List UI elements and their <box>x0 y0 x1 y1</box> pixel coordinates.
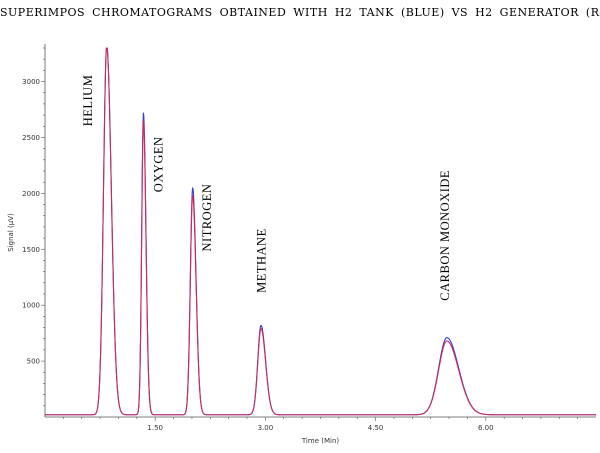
y-tick-label: 500 <box>27 358 40 366</box>
peak-label: METHANE <box>254 228 268 293</box>
peak-label: HELIUM <box>81 75 95 127</box>
series-lines <box>44 47 597 416</box>
x-tick-label: 6.00 <box>478 424 494 432</box>
x-axis-label: Time (Min) <box>301 437 340 445</box>
y-tick-label: 2000 <box>22 190 40 198</box>
peak-label: CARBON MONOXIDE <box>438 170 452 301</box>
peak-label: OXYGEN <box>152 136 166 192</box>
series-line-1 <box>44 47 597 416</box>
y-axis-label: Signal (µV) <box>7 213 15 252</box>
series-line-2 <box>44 47 597 416</box>
y-tick-label: 2500 <box>22 134 40 142</box>
peak-label: NITROGEN <box>200 184 214 252</box>
y-tick-label: 3000 <box>22 78 40 86</box>
peak-annotations: HELIUM OXYGEN NITROGEN METHANE CARBON MONOXI… <box>81 75 452 301</box>
x-tick-label: 4.50 <box>368 424 384 432</box>
axes: 1.50 3.00 4.50 6.00 500 1000 1500 2000 2500 3000 <box>22 44 596 432</box>
y-tick-label: 1500 <box>22 246 40 254</box>
x-tick-label: 1.50 <box>147 424 163 432</box>
chart-title: SUPERIMPOS CHROMATOGRAMS OBTAINED WITH H… <box>0 6 600 19</box>
x-tick-label: 3.00 <box>258 424 274 432</box>
y-tick-label: 1000 <box>22 302 40 310</box>
